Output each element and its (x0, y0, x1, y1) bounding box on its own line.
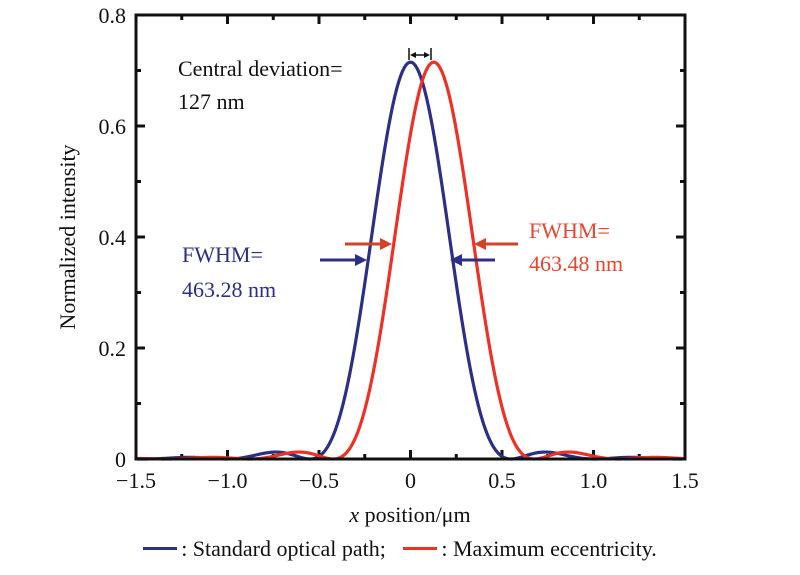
central-deviation-annotation: Central deviation= 127 nm (178, 48, 432, 114)
central-deviation-line1: Central deviation= (178, 56, 343, 81)
fwhm-eccentric-line2: 463.48 nm (529, 251, 623, 276)
legend-label-standard: : Standard optical path; (181, 536, 386, 561)
x-axis-title: x position/μm (348, 502, 470, 527)
y-tick-label: 0.4 (99, 225, 127, 250)
y-axis-title: Normalized intensity (55, 144, 80, 329)
fwhm-standard-arrowhead-right (450, 254, 462, 266)
x-tick-label: 1.0 (580, 468, 608, 493)
plot-frame (134, 13, 687, 461)
y-tick-label: 0 (115, 447, 126, 472)
fwhm-eccentric-arrowhead-right (474, 238, 486, 250)
legend-item-eccentric: : Maximum eccentricity. (403, 536, 657, 562)
fwhm-standard-line2: 463.28 nm (182, 277, 276, 302)
y-tick-label: 0.6 (99, 114, 127, 139)
legend-swatch-eccentric (403, 547, 438, 551)
x-axis-title-var: x (348, 502, 359, 527)
fwhm-eccentric-arrowhead-left (380, 238, 392, 250)
x-tick-label: −1.5 (116, 468, 156, 493)
fwhm-standard-arrowhead-left (355, 254, 367, 266)
x-tick-label: 0 (405, 468, 416, 493)
legend-item-standard: : Standard optical path; (143, 536, 386, 562)
central-deviation-line2: 127 nm (178, 89, 245, 114)
x-tick-label: −1.0 (208, 468, 248, 493)
x-tick-label: 0.5 (488, 468, 516, 493)
legend: : Standard optical path; : Maximum eccen… (0, 536, 800, 562)
labels-layer: −1.5 −1.0 −0.5 0 0.5 1.0 1.5 0 0.2 0.4 0.6 0.8 (99, 3, 699, 493)
fwhm-eccentric-line1: FWHM= (529, 218, 610, 243)
legend-label-eccentric: : Maximum eccentricity. (441, 536, 657, 561)
fwhm-eccentric-annotation: FWHM= 463.48 nm (345, 218, 623, 276)
deviation-arrowhead-right (424, 52, 430, 58)
y-tick-label: 0.2 (99, 336, 127, 361)
x-tick-label: −0.5 (299, 468, 339, 493)
fwhm-standard-line1: FWHM= (182, 242, 263, 267)
deviation-arrowhead-left (410, 52, 416, 58)
fwhm-standard-annotation: FWHM= 463.28 nm (182, 242, 495, 302)
legend-swatch-standard (143, 547, 178, 551)
x-axis-title-rest: position/μm (359, 502, 470, 527)
x-tick-label: 1.5 (671, 468, 699, 493)
y-tick-label: 0.8 (99, 3, 127, 28)
